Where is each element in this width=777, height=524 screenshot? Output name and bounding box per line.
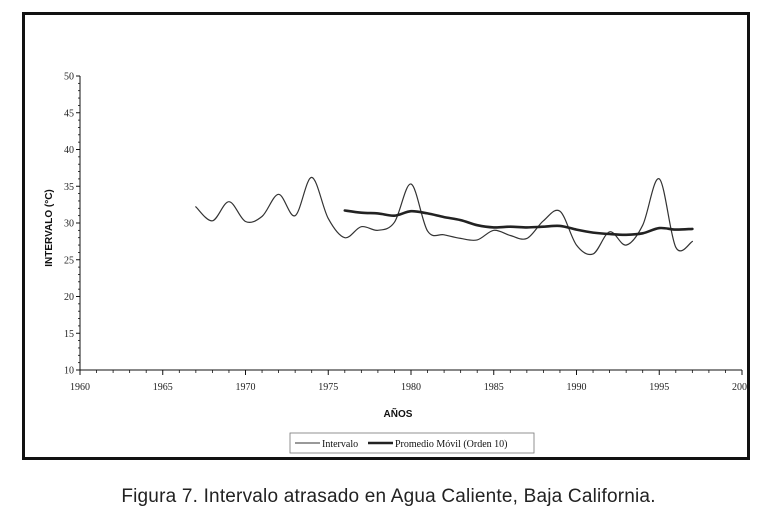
y-tick-label: 30	[64, 219, 74, 230]
y-tick-label: 20	[64, 292, 74, 303]
y-tick-label: 35	[64, 182, 74, 193]
x-tick-label: 1980	[401, 382, 421, 393]
series-lines	[195, 176, 694, 256]
x-tick-label: 1990	[567, 382, 587, 393]
y-axis-label: INTERVALO (°C)	[44, 189, 55, 267]
x-tick-label: 1995	[649, 382, 669, 393]
x-tick-label: 1965	[153, 382, 173, 393]
x-axis-ticks: 1960 1965 1970 1975 1980 1985 1990 1995 2000	[70, 370, 747, 393]
x-tick-label: 1960	[70, 382, 90, 393]
x-tick-label: 1975	[318, 382, 338, 393]
figure-caption: Figura 7. Intervalo atrasado en Agua Cal…	[121, 486, 656, 507]
legend-label-intervalo: Intervalo	[322, 439, 358, 450]
x-tick-label: 2000	[732, 382, 747, 393]
chart-frame: 10 15 20 25 30 35 40 45 50 1960 1965 1970 1975 1980 1…	[22, 12, 750, 460]
y-tick-label: 25	[64, 255, 74, 266]
y-tick-label: 45	[64, 108, 74, 119]
y-tick-label: 10	[64, 366, 74, 377]
x-axis-label: AÑOS	[384, 407, 413, 420]
x-tick-label: 1970	[236, 382, 256, 393]
y-tick-label: 15	[64, 329, 74, 340]
chart-axes	[79, 76, 742, 371]
legend-box	[289, 432, 535, 454]
y-tick-label: 50	[64, 72, 74, 83]
chart-legend: Intervalo Promedio Móvil (Orden 10)	[289, 432, 535, 454]
series-line-intervalo	[195, 176, 693, 256]
legend-label-promedio: Promedio Móvil (Orden 10)	[395, 439, 508, 450]
y-axis-ticks: 10 15 20 25 30 35 40 45 50	[64, 72, 80, 377]
series-line-promedio-movil	[343, 209, 694, 237]
x-tick-label: 1985	[484, 382, 504, 393]
y-tick-label: 40	[64, 145, 74, 156]
